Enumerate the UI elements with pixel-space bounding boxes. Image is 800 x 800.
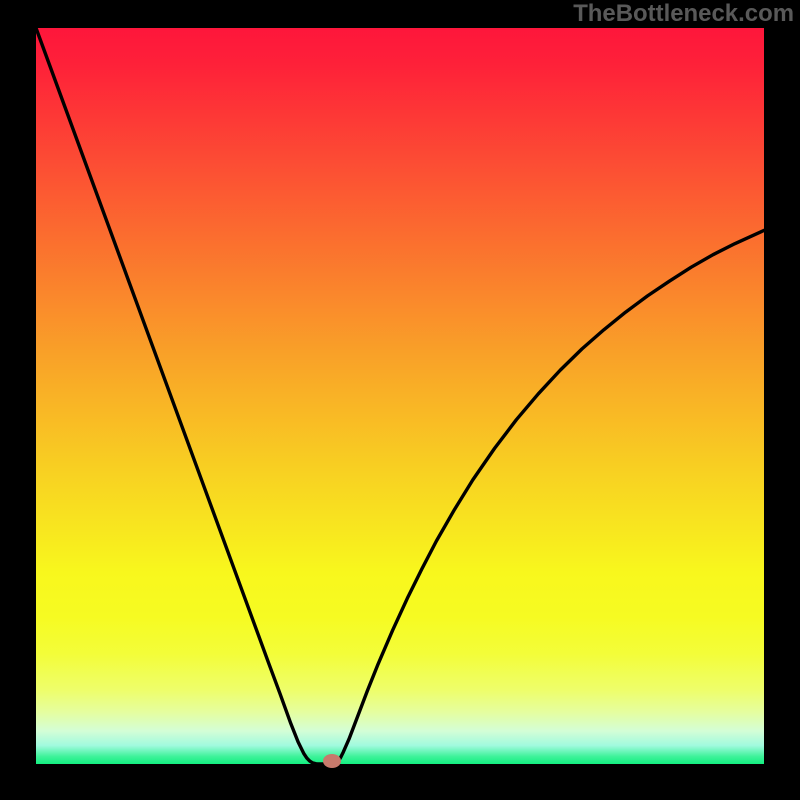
watermark-label: TheBottleneck.com	[573, 0, 794, 28]
plot-area	[36, 28, 764, 764]
bottleneck-curve	[36, 28, 764, 764]
chart-container: TheBottleneck.com	[0, 0, 800, 800]
optimal-point-marker	[323, 754, 341, 768]
